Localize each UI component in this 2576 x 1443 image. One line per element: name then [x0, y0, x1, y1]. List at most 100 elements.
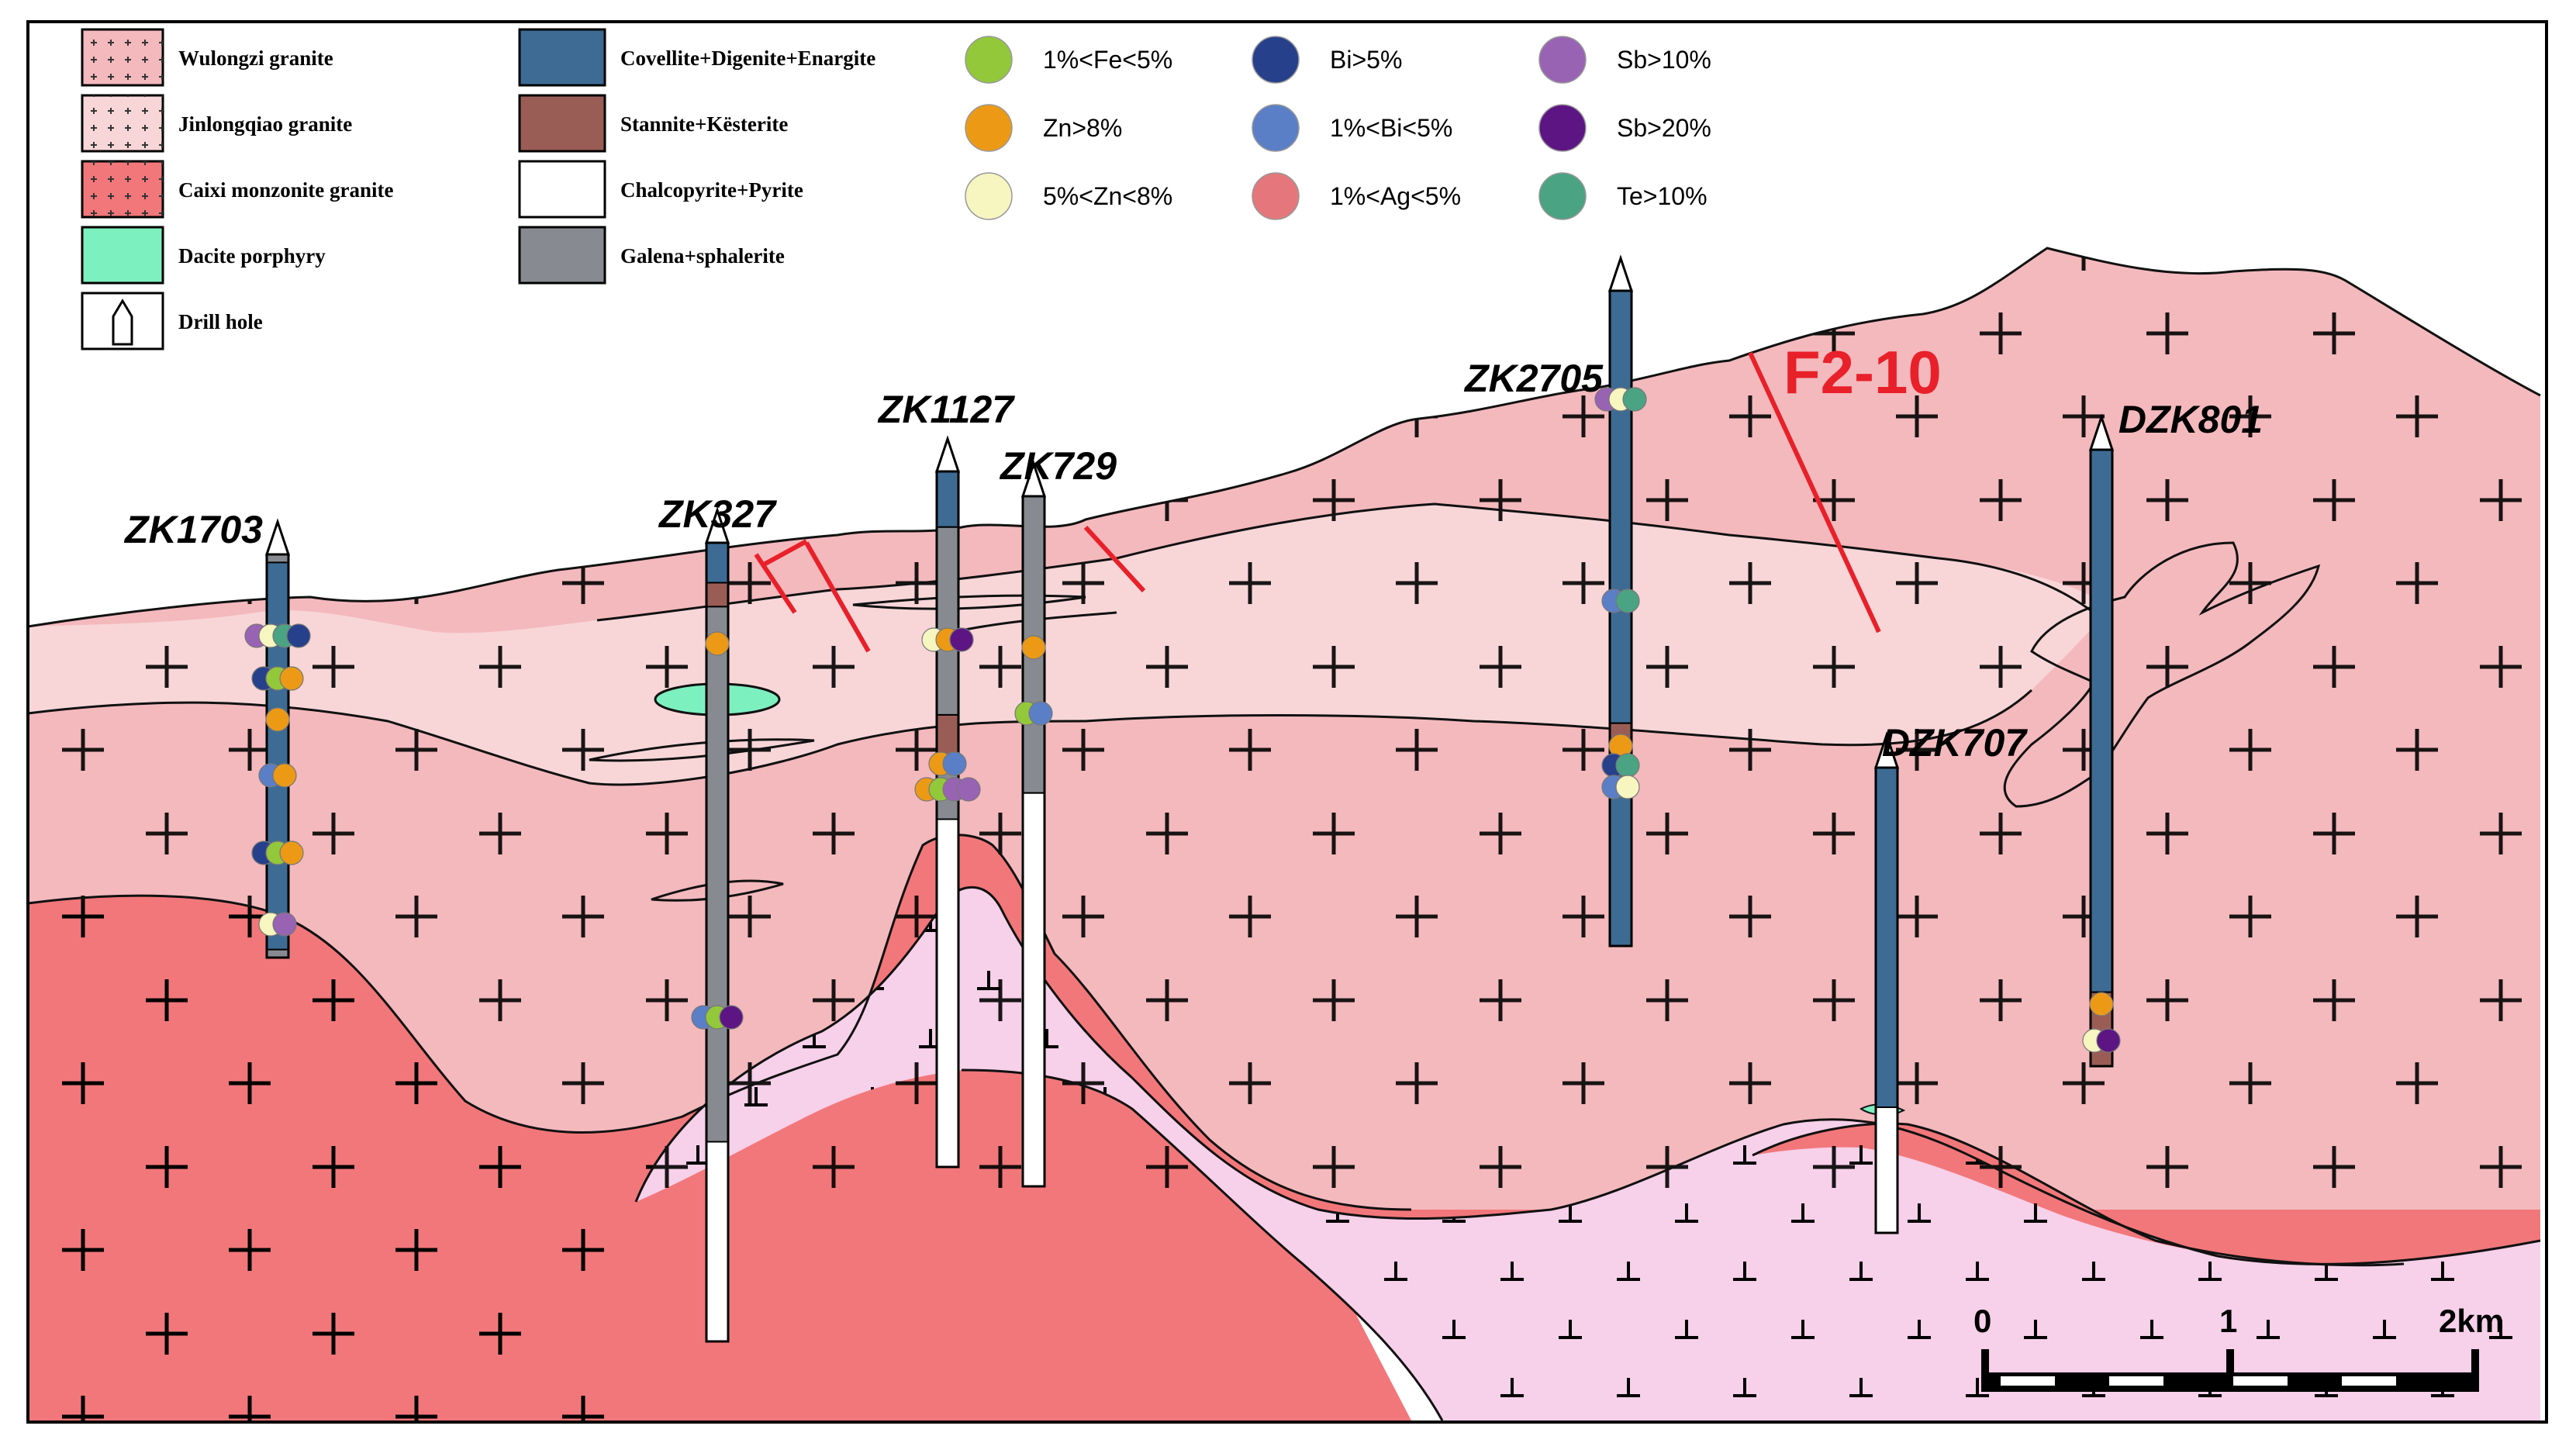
element-dot [1538, 36, 1587, 84]
drill-hole: DZK801 [2082, 398, 2263, 1068]
scale-tick-1: 1 [2219, 1303, 2237, 1339]
drill-hole-label: DZK801 [2118, 398, 2263, 441]
legend-lithology-row: Caixi monzonite granite [81, 160, 393, 219]
lithology-swatch-pattern [82, 29, 163, 85]
element-marker [1622, 387, 1647, 412]
lithology-swatch-pattern [82, 161, 163, 217]
legend-lithology-row: Drill hole [81, 292, 263, 350]
element-marker [719, 1005, 744, 1030]
element-marker [279, 666, 304, 691]
element-marker [1021, 635, 1046, 660]
mineral-label: Stannite+Kësterite [620, 112, 788, 136]
element-dot [965, 172, 1013, 220]
drill-hole: ZK729 [999, 444, 1117, 1188]
legend-mineral-row: Covellite+Digenite+Enargite [518, 28, 875, 87]
drill-hole: ZK2705 [1463, 254, 1647, 948]
drill-hole: DZK707 [1873, 721, 2028, 1234]
drill-hole-label: ZK1127 [877, 388, 1015, 431]
drill-hole-label: ZK2705 [1463, 357, 1604, 400]
element-marker [272, 763, 297, 788]
drill-segment [936, 818, 959, 1168]
drill-segment [1875, 767, 1898, 1108]
lithology-label: Wulongzi granite [178, 47, 333, 70]
element-label: 5%<Zn<8% [1043, 182, 1172, 210]
drill-head-icon [1020, 460, 1047, 498]
drill-segment [706, 542, 729, 584]
element-marker [265, 707, 290, 732]
element-marker [956, 777, 981, 802]
legend-mineral-row: Chalcopyrite+Pyrite [518, 160, 803, 219]
element-marker [279, 841, 304, 865]
drill-hole: ZK327 [658, 492, 777, 1343]
element-dot [1538, 104, 1587, 152]
drill-segment [2090, 449, 2113, 993]
drill-hole-label: ZK1703 [123, 508, 263, 551]
drill-hole-label: ZK729 [999, 444, 1117, 488]
mineral-label: Covellite+Digenite+Enargite [620, 47, 875, 70]
element-marker [1615, 753, 1640, 778]
mineral-label: Galena+sphalerite [620, 244, 785, 268]
scale-tick-2km: 2km [2439, 1303, 2504, 1339]
element-label: 1%<Bi<5% [1330, 114, 1452, 142]
element-dot [1252, 104, 1300, 152]
frame [26, 20, 2548, 1424]
drill-segment [706, 582, 729, 608]
drill-hole: ZK1703 [123, 508, 311, 959]
mineral-swatch [518, 28, 606, 87]
drill-hole-label: ZK327 [658, 492, 777, 536]
element-dot [1252, 36, 1300, 84]
drill-segment [266, 561, 289, 951]
element-label: Sb>20% [1617, 114, 1711, 142]
drill-head-icon [2088, 413, 2115, 451]
drill-head-icon [264, 518, 291, 556]
drill-head-icon [704, 506, 730, 544]
mineral-swatch [518, 94, 606, 153]
element-marker [272, 912, 297, 937]
drill-segment [706, 1141, 729, 1342]
legend-elements: 1%<Fe<5% Zn>8% 5%<Zn<8% Bi>5% 1%<Bi<5% 1%<Ag<… [965, 36, 1711, 220]
element-marker [2089, 992, 2114, 1017]
element-label: 1%<Fe<5% [1043, 46, 1172, 74]
element-marker [1028, 701, 1053, 726]
element-marker [705, 631, 730, 656]
element-label: 1%<Ag<5% [1330, 182, 1461, 210]
lithology-label: Drill hole [178, 310, 263, 333]
drill-segment [936, 471, 959, 528]
mineral-swatch [518, 226, 606, 285]
drill-segment [936, 526, 959, 716]
fault-label: F2-10 [1784, 338, 1942, 406]
element-marker [286, 623, 311, 648]
legend-element-row: 1%<Fe<5% [965, 36, 1172, 84]
legend-lithology-row: Dacite porphyry [81, 226, 326, 285]
legend-element-row: 1%<Ag<5% [1252, 172, 1461, 220]
element-marker [1615, 589, 1640, 613]
mineral-label: Chalcopyrite+Pyrite [620, 178, 803, 202]
element-dot [1252, 172, 1300, 220]
drill-hole-label: DZK707 [1882, 721, 2028, 765]
legend-element-row: Te>10% [1538, 172, 1708, 220]
section-body [27, 247, 2541, 1421]
drill-hole-icon [112, 299, 133, 346]
caixi-monzonite-granite [28, 834, 2540, 1421]
drill-segment [706, 606, 729, 1143]
element-marker [2096, 1028, 2121, 1053]
lithology-label: Caixi monzonite granite [178, 178, 393, 202]
lithology-label: Dacite porphyry [178, 244, 326, 268]
lithology-label: Jinlongqiao granite [178, 112, 352, 136]
element-label: Te>10% [1617, 182, 1708, 210]
legend-lithology: Wulongzi granite Jinlongqiao granite Caixi… [81, 28, 393, 350]
lithology-swatch [81, 226, 164, 285]
scale-bar: 0 1 2km [1973, 1303, 2504, 1392]
element-marker [1615, 775, 1640, 799]
element-label: Bi>5% [1330, 46, 1402, 74]
faults: F2-10 [754, 338, 1942, 653]
legend-element-row: 1%<Bi<5% [1252, 104, 1452, 152]
legend-lithology-row: Wulongzi granite [81, 28, 333, 87]
legend-mineral-row: Galena+sphalerite [518, 226, 785, 285]
element-dot [1538, 172, 1587, 220]
element-dot [965, 104, 1013, 152]
legend-element-row: Bi>5% [1252, 36, 1402, 84]
element-dot [965, 36, 1013, 84]
element-label: Zn>8% [1043, 114, 1122, 142]
